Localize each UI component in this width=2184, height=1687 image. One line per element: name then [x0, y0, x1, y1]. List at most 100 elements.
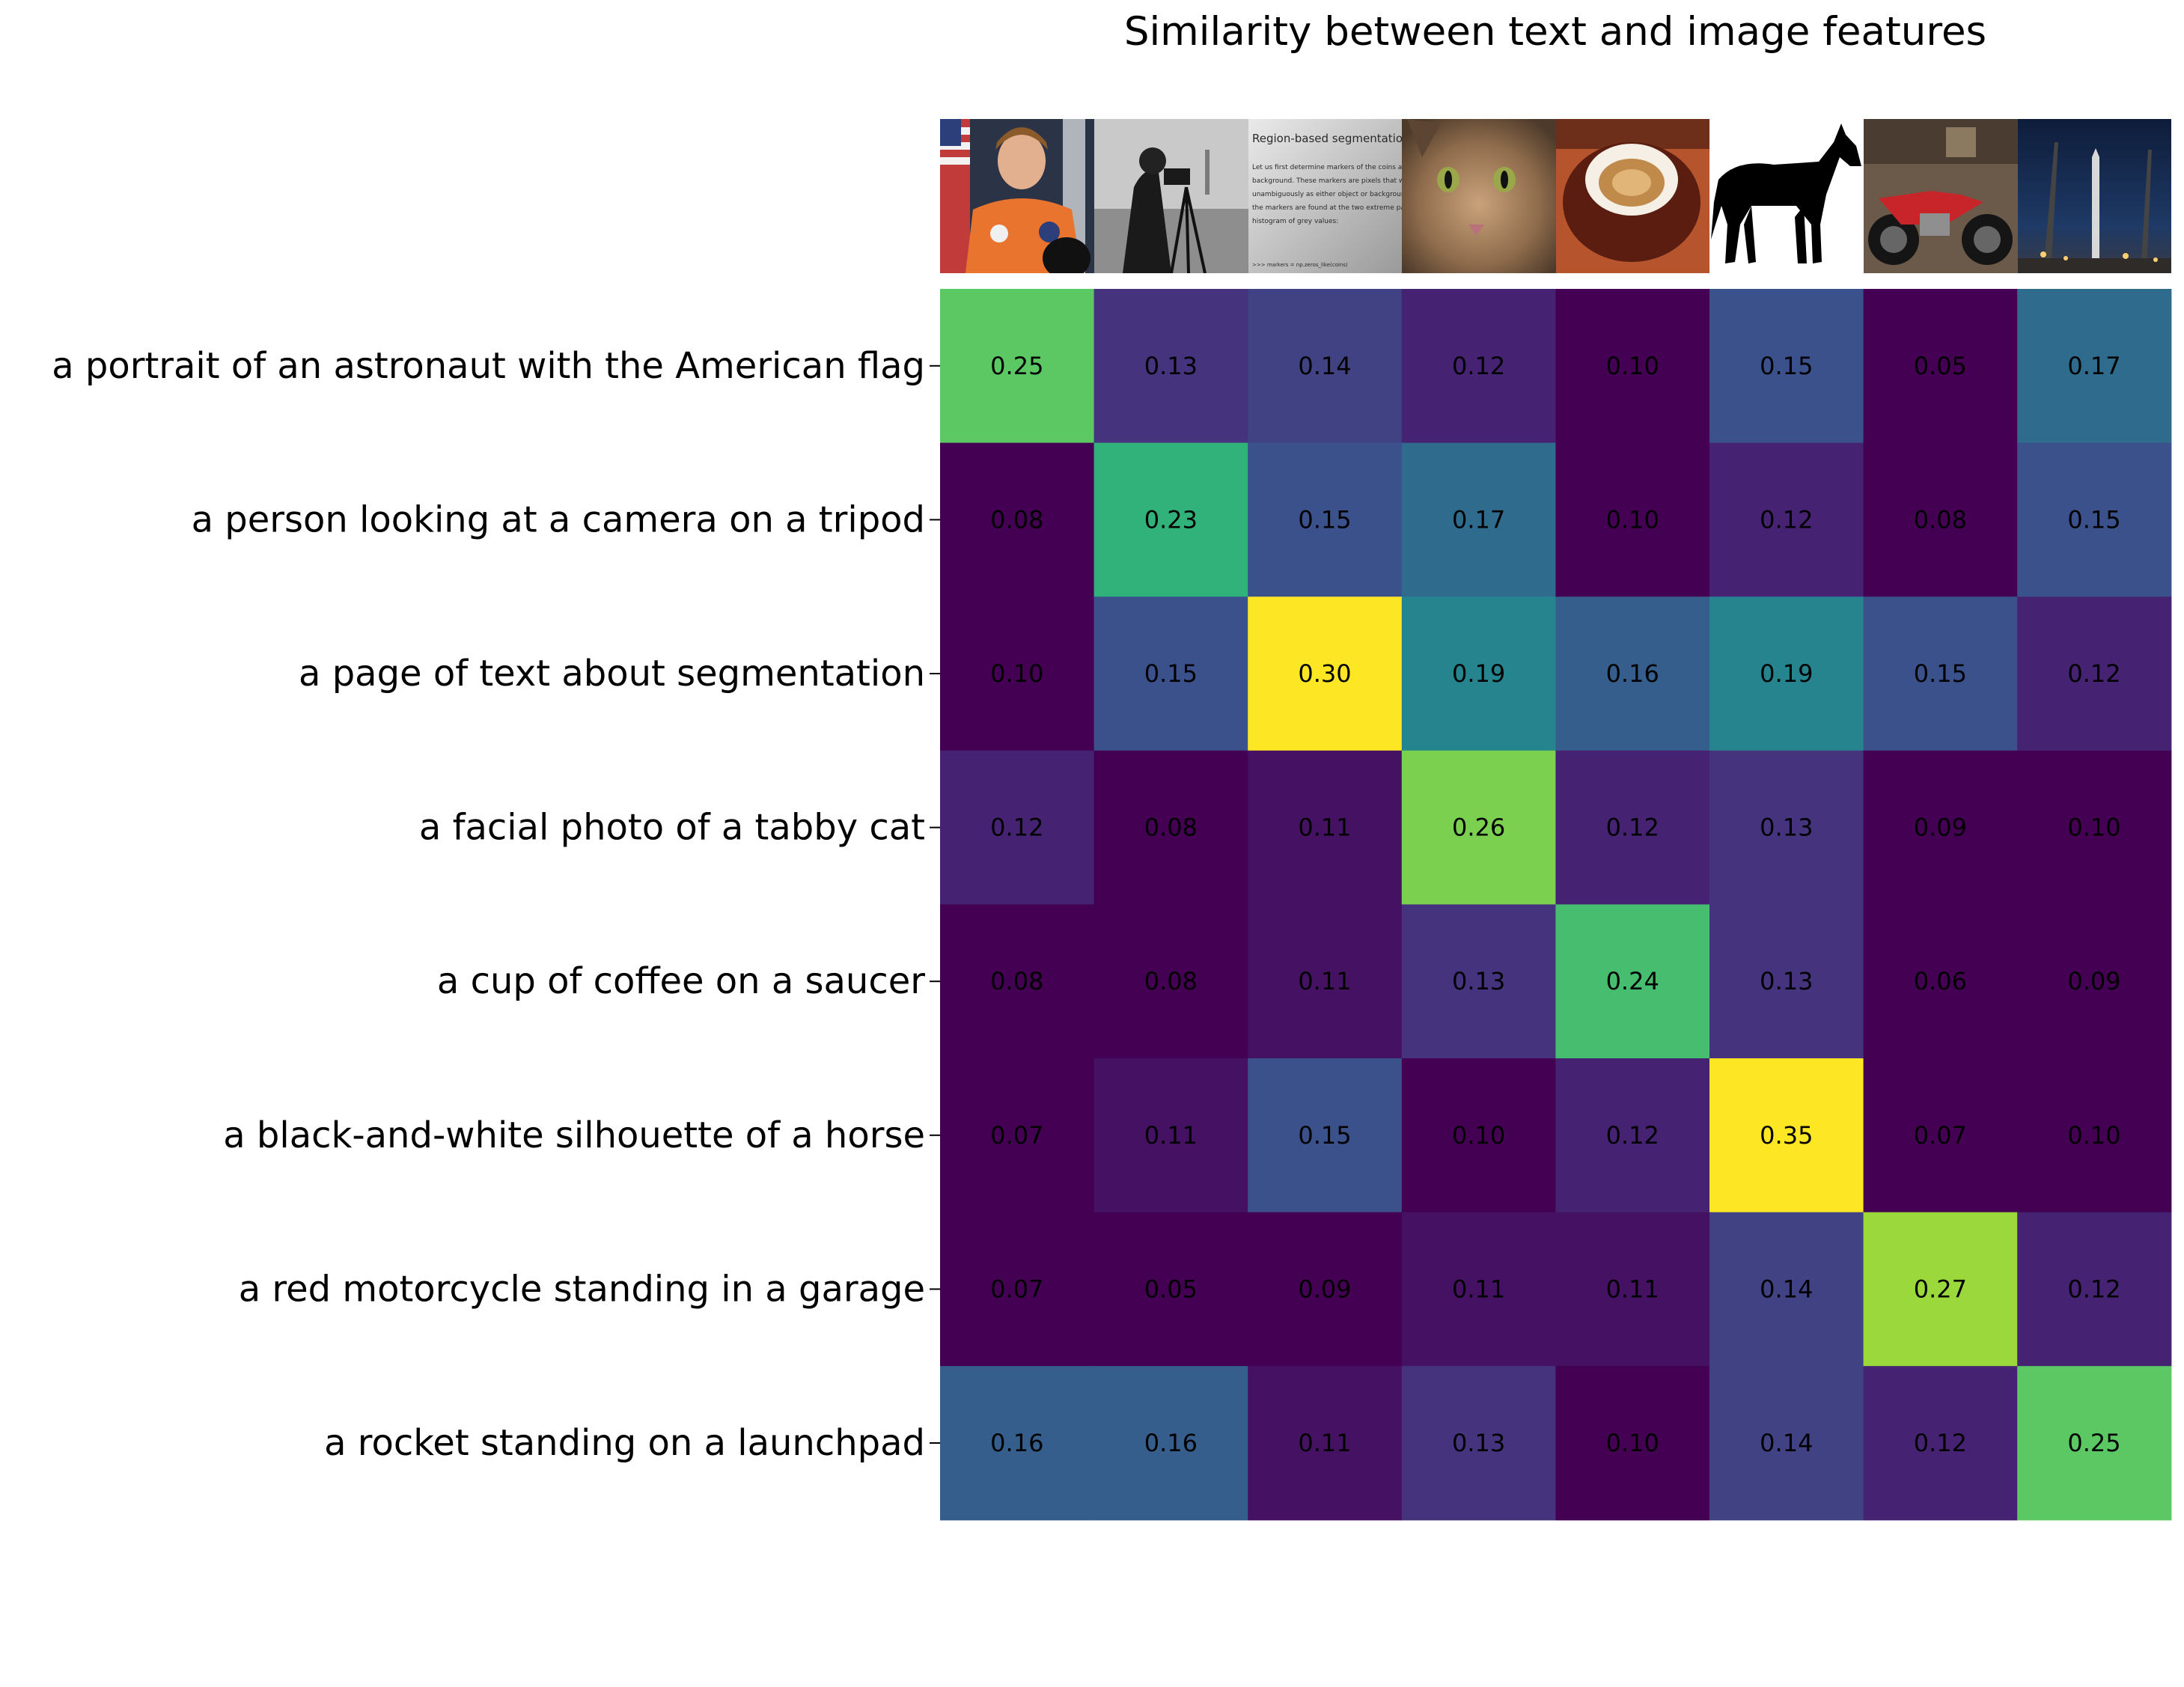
cell-value-label: 0.27	[1914, 1275, 1967, 1303]
cell-value-label: 0.14	[1760, 1429, 1813, 1457]
image-camera	[1094, 119, 1248, 273]
cell-value-label: 0.15	[1144, 659, 1198, 688]
heatmap-cell	[1555, 750, 1710, 905]
cell-value-label: 0.17	[2067, 352, 2120, 380]
heatmap-cell	[1709, 597, 1864, 751]
cell-value-label: 0.14	[1760, 1275, 1813, 1303]
heatmap-cell	[1401, 750, 1556, 905]
heatmap-cell	[940, 442, 1095, 597]
cell-value-label: 0.10	[1606, 352, 1659, 380]
heatmap-cell	[1555, 904, 1710, 1059]
cell-value-label: 0.12	[1760, 505, 1813, 534]
heatmap-cell	[1863, 1366, 2018, 1521]
cell-value-label: 0.23	[1144, 505, 1198, 534]
heatmap-cell	[1248, 597, 1403, 751]
heatmap-cell	[1863, 442, 2018, 597]
heatmap-cell	[940, 597, 1095, 751]
image-text-page: Region-based segmentation Let us first d…	[1248, 119, 1441, 273]
cell-value-label: 0.09	[1914, 814, 1967, 842]
heatmap-cell	[1401, 1058, 1556, 1213]
cell-value-label: 0.25	[990, 352, 1043, 380]
heatmap-cell	[1709, 1212, 1864, 1367]
cell-value-label: 0.13	[1760, 967, 1813, 995]
cell-value-label: 0.12	[1606, 814, 1659, 842]
cell-value-label: 0.08	[1144, 967, 1198, 995]
heatmap-cell	[1093, 1058, 1248, 1213]
heatmap-cell-labels: 0.25 0.13 0.14 0.12 0.10 0.15 0.05 0.17 0.08 0.23…	[990, 352, 2120, 1457]
image-horse	[1709, 119, 1864, 273]
heatmap-cell	[1555, 1212, 1710, 1367]
heatmap-cell	[2017, 1366, 2172, 1521]
cell-value-label: 0.11	[1606, 1275, 1659, 1303]
cell-value-label: 0.11	[1144, 1121, 1198, 1150]
heatmap-cell	[2017, 750, 2172, 905]
cell-value-label: 0.15	[1298, 505, 1351, 534]
heatmap-cell	[1863, 289, 2018, 444]
cell-value-label: 0.12	[1914, 1429, 1967, 1457]
heatmap-cell	[1555, 597, 1710, 751]
cell-value-label: 0.17	[1452, 505, 1505, 534]
cell-value-label: 0.10	[1452, 1121, 1505, 1150]
cell-value-label: 0.07	[990, 1121, 1043, 1150]
heatmap-cell	[1093, 750, 1248, 905]
heatmap-cell	[2017, 1058, 2172, 1213]
cell-value-label: 0.07	[990, 1275, 1043, 1303]
row-label: a rocket standing on a launchpad	[324, 1422, 925, 1464]
cell-value-label: 0.11	[1298, 967, 1351, 995]
cell-value-label: 0.10	[2067, 1121, 2120, 1150]
chart-title: Similarity between text and image featur…	[1124, 9, 1986, 55]
heatmap-cell	[1555, 442, 1710, 597]
heatmap-cell	[1248, 1058, 1403, 1213]
heatmap-cell	[1093, 904, 1248, 1059]
page-line-3: unambiguously as either object or backgr…	[1252, 191, 1432, 198]
row-label: a portrait of an astronaut with the Amer…	[52, 345, 925, 387]
heatmap-cell	[940, 1366, 1095, 1521]
heatmap-cell	[1555, 1058, 1710, 1213]
page-heading: Region-based segmentation	[1252, 132, 1410, 145]
heatmap-cell	[1248, 289, 1403, 444]
page-line-2: background. These markers are pixels tha…	[1252, 177, 1441, 185]
cell-value-label: 0.09	[1298, 1275, 1351, 1303]
cell-value-label: 0.10	[1606, 505, 1659, 534]
heatmap-cell	[1248, 1212, 1403, 1367]
cell-value-label: 0.15	[1914, 659, 1967, 688]
heatmap-cell	[1401, 442, 1556, 597]
cell-value-label: 0.08	[990, 967, 1043, 995]
cell-value-label: 0.13	[1452, 1429, 1505, 1457]
cell-value-label: 0.35	[1760, 1121, 1813, 1150]
cell-value-label: 0.12	[1452, 352, 1505, 380]
heatmap-cell	[1401, 1366, 1556, 1521]
heatmap-cell	[1863, 1058, 2018, 1213]
heatmap-cell	[1401, 1212, 1556, 1367]
heatmap-cell	[1248, 442, 1403, 597]
heatmap-cell	[2017, 289, 2172, 444]
heatmap-cell	[1863, 1212, 2018, 1367]
cell-value-label: 0.26	[1452, 814, 1505, 842]
heatmap-cell	[1093, 1366, 1248, 1521]
heatmap-cell	[1093, 289, 1248, 444]
cell-value-label: 0.08	[1914, 505, 1967, 534]
cell-value-label: 0.25	[2067, 1429, 2120, 1457]
cell-value-label: 0.14	[1298, 352, 1351, 380]
heatmap-cell	[1555, 1366, 1710, 1521]
heatmap-cell	[1093, 597, 1248, 751]
cell-value-label: 0.24	[1606, 967, 1659, 995]
cell-value-label: 0.12	[2067, 1275, 2120, 1303]
heatmap-cell	[1248, 750, 1403, 905]
heatmap-cell	[940, 289, 1095, 444]
heatmap-cell	[1709, 1366, 1864, 1521]
cell-value-label: 0.08	[1144, 814, 1198, 842]
cell-value-label: 0.13	[1452, 967, 1505, 995]
cell-value-label: 0.09	[2067, 967, 2120, 995]
heatmap-cell	[940, 750, 1095, 905]
cell-value-label: 0.05	[1144, 1275, 1198, 1303]
image-rocket	[2018, 119, 2171, 273]
cell-value-label: 0.05	[1914, 352, 1967, 380]
heatmap-cell	[2017, 442, 2172, 597]
heatmap-cell	[1093, 1212, 1248, 1367]
image-motorcycle	[1864, 119, 2018, 273]
cell-value-label: 0.15	[1298, 1121, 1351, 1150]
cell-value-label: 0.07	[1914, 1121, 1967, 1150]
cell-value-label: 0.19	[1452, 659, 1505, 688]
heatmap-cell	[940, 904, 1095, 1059]
